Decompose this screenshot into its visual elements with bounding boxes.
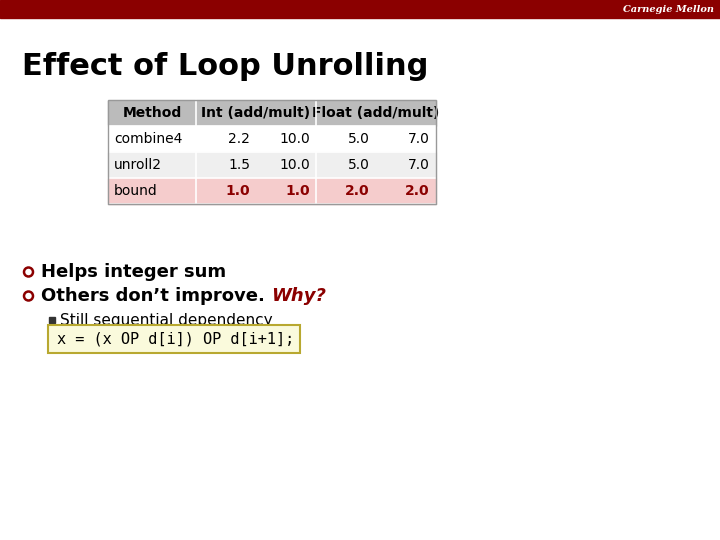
FancyBboxPatch shape [48,325,300,353]
Text: x = (x OP d[i]) OP d[i+1];: x = (x OP d[i]) OP d[i+1]; [57,332,294,347]
Text: Why?: Why? [271,287,326,305]
Bar [0,0,720,18]
Text: combine4: combine4 [114,132,182,146]
Bar [108,152,436,178]
Bar [108,178,436,204]
Text: 5.0: 5.0 [348,132,370,146]
Text: 1.0: 1.0 [285,184,310,198]
Bar [108,126,436,152]
Text: 5.0: 5.0 [348,158,370,172]
Text: unroll2: unroll2 [114,158,162,172]
Text: Carnegie Mellon: Carnegie Mellon [623,4,714,14]
Text: Others don’t improve.: Others don’t improve. [41,287,271,305]
Text: Method: Method [122,106,181,120]
Text: Int (add/mult): Int (add/mult) [202,106,310,120]
Text: Helps integer sum: Helps integer sum [41,263,226,281]
Text: 2.0: 2.0 [346,184,370,198]
Text: 7.0: 7.0 [408,158,430,172]
Text: 7.0: 7.0 [408,132,430,146]
Text: 10.0: 10.0 [279,158,310,172]
Text: bound: bound [114,184,158,198]
Bar [49,317,55,323]
Text: Effect of Loop Unrolling: Effect of Loop Unrolling [22,52,428,81]
Text: Still sequential dependency: Still sequential dependency [60,313,273,327]
Text: 10.0: 10.0 [279,132,310,146]
Bar [108,100,436,126]
Text: 1.0: 1.0 [225,184,250,198]
Text: Float (add/mult): Float (add/mult) [312,106,440,120]
Text: 1.5: 1.5 [228,158,250,172]
Bar [108,100,436,204]
Text: 2.2: 2.2 [228,132,250,146]
Text: 2.0: 2.0 [405,184,430,198]
